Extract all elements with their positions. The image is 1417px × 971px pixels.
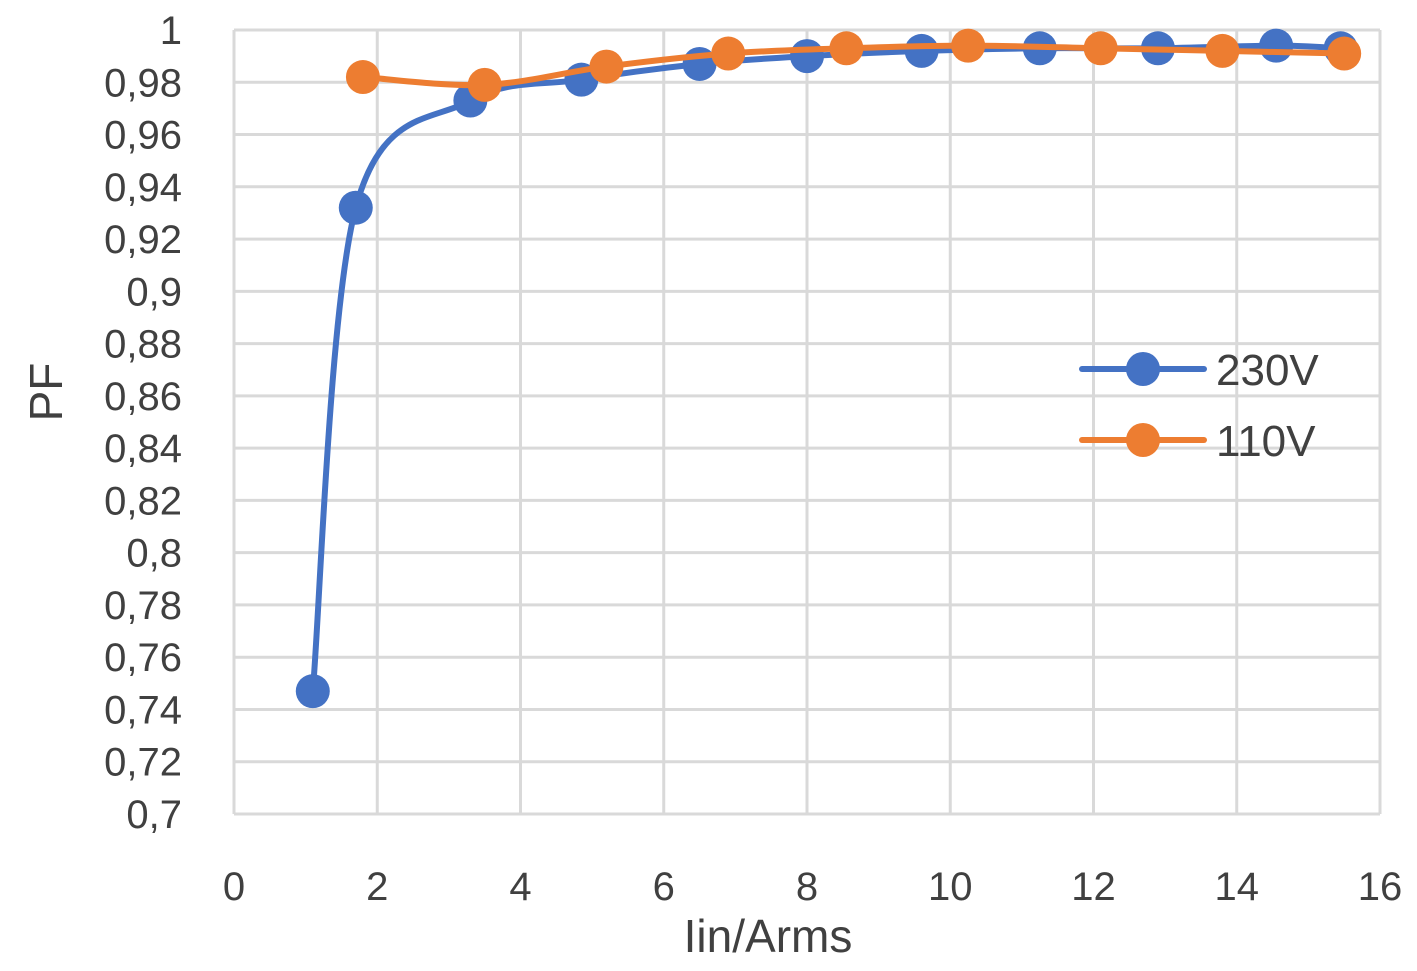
y-axis-ticks: 0,7 0,72 0,74 0,76 0,78 0,8 0,82 0,84 0,86 0,88 0,… xyxy=(104,9,182,837)
legend-label-110v: 110V xyxy=(1216,417,1316,466)
x-axis-ticks: 0 2 4 6 8 10 12 14 16 xyxy=(223,865,1402,909)
y-tick-label: 0,72 xyxy=(104,741,182,785)
plot-series xyxy=(295,28,1362,709)
x-tick-label: 12 xyxy=(1071,865,1116,909)
legend: 230V 110V xyxy=(1079,346,1319,466)
y-axis-label: PF xyxy=(20,363,72,422)
y-tick-label: 0,74 xyxy=(104,688,182,732)
x-tick-label: 0 xyxy=(223,865,245,909)
grid-lines xyxy=(232,28,1382,816)
data-point-110v xyxy=(345,60,380,95)
legend-marker-230v xyxy=(1126,352,1160,386)
y-tick-label: 0,82 xyxy=(104,479,182,523)
data-point-110v xyxy=(829,31,864,66)
x-tick-label: 6 xyxy=(653,865,675,909)
data-point-230v xyxy=(295,674,330,709)
x-axis-label: Iin/Arms xyxy=(684,910,853,962)
y-tick-label: 0,76 xyxy=(104,636,182,680)
x-tick-label: 8 xyxy=(796,865,818,909)
data-point-230v xyxy=(1259,28,1294,63)
y-tick-label: 0,7 xyxy=(126,793,182,837)
data-point-110v xyxy=(1083,31,1118,66)
legend-marker-110v xyxy=(1126,423,1160,457)
y-tick-label: 0,78 xyxy=(104,584,182,628)
data-point-110v xyxy=(467,67,502,102)
y-tick-label: 0,8 xyxy=(126,532,182,576)
data-point-110v xyxy=(1327,36,1362,71)
y-tick-label: 0,88 xyxy=(104,323,182,367)
data-point-110v xyxy=(589,49,624,84)
data-point-230v xyxy=(338,190,373,225)
y-tick-label: 0,86 xyxy=(104,375,182,419)
data-point-110v xyxy=(711,36,746,71)
data-point-110v xyxy=(951,28,986,63)
y-tick-label: 0,84 xyxy=(104,427,182,471)
y-tick-label: 0,98 xyxy=(104,61,182,105)
data-point-110v xyxy=(1205,33,1240,68)
y-tick-label: 0,92 xyxy=(104,218,182,262)
y-tick-label: 0,96 xyxy=(104,114,182,158)
x-tick-label: 14 xyxy=(1215,865,1260,909)
legend-item-230v: 230V xyxy=(1079,346,1319,395)
x-tick-label: 10 xyxy=(928,865,973,909)
x-tick-label: 4 xyxy=(509,865,531,909)
legend-label-230v: 230V xyxy=(1216,346,1319,395)
x-tick-label: 16 xyxy=(1358,865,1403,909)
series-110v xyxy=(345,28,1362,102)
data-point-230v xyxy=(790,39,824,74)
y-tick-label: 0,94 xyxy=(104,166,182,210)
x-tick-label: 2 xyxy=(366,865,388,909)
y-tick-label: 0,9 xyxy=(126,270,182,314)
y-tick-label: 1 xyxy=(160,9,182,53)
legend-item-110v: 110V xyxy=(1079,417,1316,466)
data-point-230v xyxy=(904,33,939,68)
